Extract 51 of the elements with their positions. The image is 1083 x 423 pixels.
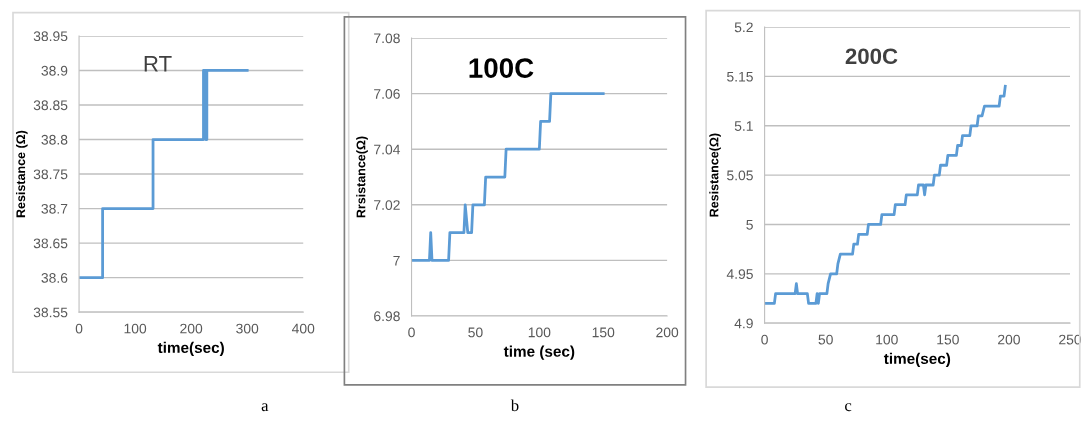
y-tick-label: 38.55 xyxy=(33,307,68,318)
line-series xyxy=(411,92,605,262)
y-tick-label: 38.8 xyxy=(41,134,68,145)
y-tick-label: 38.85 xyxy=(33,100,68,111)
y-axis-title: Resistance (Ω) xyxy=(15,130,28,218)
y-tick-label: 38.9 xyxy=(41,65,68,76)
y-tick-label: 38.7 xyxy=(41,203,68,214)
x-tick-label: 50 xyxy=(468,327,483,338)
x-tick-label: 150 xyxy=(592,327,615,338)
x-tick-label: 400 xyxy=(291,323,315,334)
x-tick-label: 300 xyxy=(236,323,259,334)
y-tick-label: 38.65 xyxy=(33,238,68,249)
x-tick-label: 100 xyxy=(124,323,147,334)
y-tick-label: 5.1 xyxy=(734,121,753,131)
text: 200C xyxy=(845,48,898,65)
x-tick-label: 150 xyxy=(937,334,959,345)
x-tick-label: 0 xyxy=(761,334,768,345)
y-tick-label: 4.95 xyxy=(726,269,753,279)
y-axis-title: Resistance(Ω) xyxy=(709,133,721,217)
y-tick-label: 7.06 xyxy=(374,88,400,99)
x-tick-label: 200 xyxy=(656,327,679,338)
x-tick-label: 50 xyxy=(818,334,833,345)
y-tick-label: 5.2 xyxy=(734,22,753,33)
y-tick-label: 7 xyxy=(393,255,400,266)
x-tick-label: 100 xyxy=(528,327,551,338)
x-tick-label: 200 xyxy=(998,334,1020,345)
x-axis-title: time(sec) xyxy=(883,352,951,368)
y-tick-label: 5.05 xyxy=(727,170,753,181)
y-tick-label: 6.98 xyxy=(374,311,400,322)
y-tick-label: 4.9 xyxy=(734,318,753,329)
y-axis-title: Rrsistance(Ω) xyxy=(356,136,368,218)
y-tick-label: 7.02 xyxy=(374,200,400,210)
x-tick-label: 0 xyxy=(75,323,83,334)
y-tick-label: 38.95 xyxy=(33,31,68,42)
x-tick-label: 100 xyxy=(876,334,898,345)
y-tick-label: 7.08 xyxy=(374,33,400,44)
text: c xyxy=(845,403,852,412)
x-axis-title: time (sec) xyxy=(503,345,575,360)
x-axis-title: time(sec) xyxy=(157,341,224,357)
x-tick-label: 200 xyxy=(180,323,203,334)
text: 100C xyxy=(469,58,534,78)
y-tick-label: 7.04 xyxy=(374,144,401,155)
text: RT xyxy=(144,56,172,72)
y-tick-label: 38.6 xyxy=(41,272,68,283)
y-tick-label: 38.75 xyxy=(33,169,68,180)
line-series xyxy=(764,84,1007,305)
text: a xyxy=(261,403,269,412)
y-tick-label: 5.15 xyxy=(727,71,753,82)
y-tick-label: 5 xyxy=(746,219,753,230)
text: b xyxy=(510,399,519,412)
x-tick-label: 0 xyxy=(408,327,415,338)
